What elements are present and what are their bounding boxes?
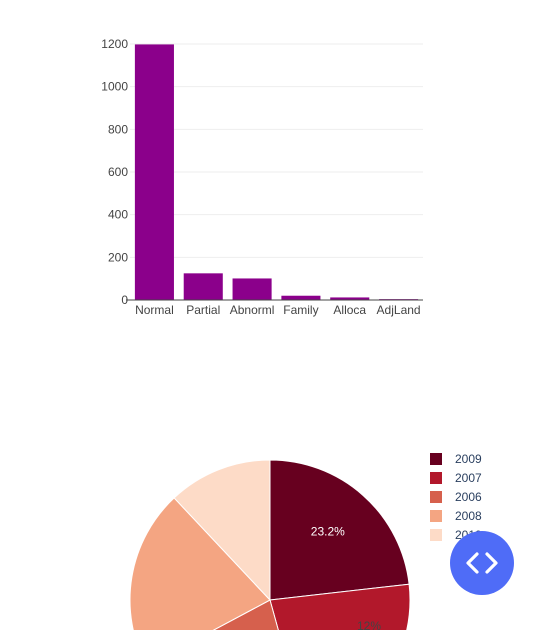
x-tick-label: AdjLand [377, 303, 421, 317]
pie-slice[interactable] [269, 459, 410, 601]
legend-swatch[interactable] [430, 529, 442, 541]
legend-swatch[interactable] [430, 453, 442, 465]
x-tick-label: Family [283, 303, 318, 317]
bar[interactable] [330, 297, 370, 300]
legend-label: 2008 [455, 509, 482, 523]
y-tick-label: 400 [108, 208, 128, 222]
pie-slice[interactable] [269, 583, 411, 630]
legend-swatch[interactable] [430, 510, 442, 522]
bar[interactable] [281, 295, 321, 300]
pie-chart: 23.2%22.5%12%20092007200620082010 [129, 452, 482, 630]
pie-slice[interactable] [146, 599, 307, 630]
legend-swatch[interactable] [430, 491, 442, 503]
legend-label: 2007 [455, 471, 482, 485]
pie-slice[interactable] [173, 459, 271, 602]
slice-percent-label: 23.2% [311, 524, 345, 538]
bar[interactable] [183, 273, 223, 300]
legend-label: 2006 [455, 490, 482, 504]
pie-slice[interactable] [129, 497, 271, 630]
y-tick-label: 200 [108, 250, 128, 264]
y-tick-label: 600 [108, 165, 128, 179]
bar[interactable] [232, 278, 272, 300]
x-tick-label: Partial [186, 303, 220, 317]
slice-percent-label: 12% [357, 619, 381, 630]
x-tick-label: Normal [135, 303, 174, 317]
code-view-button[interactable] [450, 531, 514, 595]
y-tick-label: 0 [121, 293, 128, 307]
bar-chart: 0 200 400 600 800 1000 1200 Normal Partial Abnorm… [101, 37, 423, 317]
y-tick-label: 1000 [101, 80, 128, 94]
bar[interactable] [134, 44, 174, 300]
y-tick-label: 800 [108, 122, 128, 136]
legend-label: 2009 [455, 452, 482, 466]
x-tick-label: Alloca [333, 303, 366, 317]
code-icon [466, 552, 498, 574]
y-tick-label: 1200 [101, 37, 128, 51]
legend-swatch[interactable] [430, 472, 442, 484]
x-tick-label: Abnorml [230, 303, 275, 317]
